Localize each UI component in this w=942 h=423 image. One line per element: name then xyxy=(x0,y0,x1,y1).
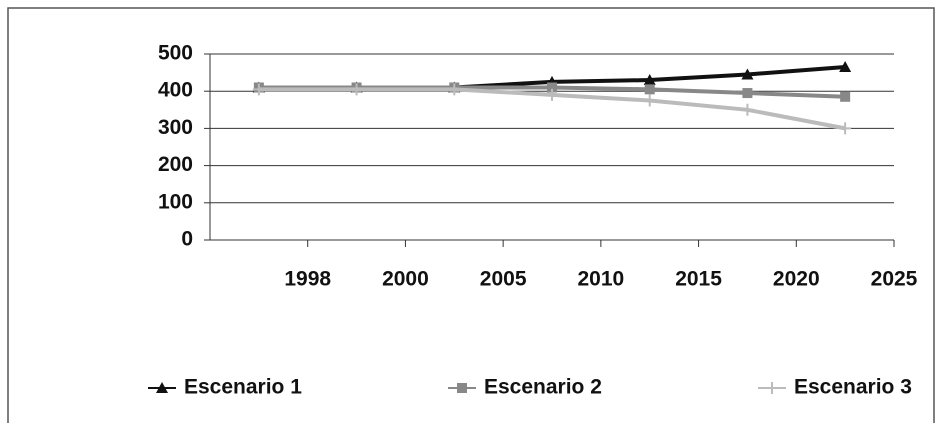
marker xyxy=(156,382,168,393)
marker xyxy=(839,61,852,73)
y-tick-label: 200 xyxy=(158,153,193,176)
x-tick-label: 2020 xyxy=(773,268,820,291)
x-tick-label: 2005 xyxy=(480,268,527,291)
marker xyxy=(840,91,851,102)
x-tick-label: 2025 xyxy=(871,268,918,291)
y-tick-label: 300 xyxy=(158,116,193,139)
x-tick-label: 2010 xyxy=(577,268,624,291)
marker xyxy=(252,83,265,96)
legend-label: Escenario 3 xyxy=(794,376,912,399)
marker xyxy=(448,83,461,96)
marker xyxy=(741,68,754,80)
frame xyxy=(7,7,935,423)
marker xyxy=(457,383,467,393)
marker xyxy=(643,74,656,86)
y-tick-label: 500 xyxy=(158,42,193,65)
marker xyxy=(839,122,852,135)
x-tick-label: 2015 xyxy=(675,268,722,291)
legend-label: Escenario 2 xyxy=(484,376,602,399)
marker xyxy=(547,82,557,93)
marker xyxy=(741,103,754,116)
x-tick-label: 1998 xyxy=(284,268,331,291)
legend-label: Escenario 1 xyxy=(184,376,302,399)
marker xyxy=(643,94,656,107)
y-tick-label: 0 xyxy=(181,228,193,251)
marker xyxy=(350,83,363,96)
x-tick-label: 2000 xyxy=(382,268,429,291)
marker xyxy=(766,382,778,394)
marker xyxy=(644,84,655,95)
marker xyxy=(742,88,753,99)
y-tick-label: 100 xyxy=(158,190,193,213)
y-tick-label: 400 xyxy=(158,79,193,102)
marker xyxy=(546,88,558,101)
